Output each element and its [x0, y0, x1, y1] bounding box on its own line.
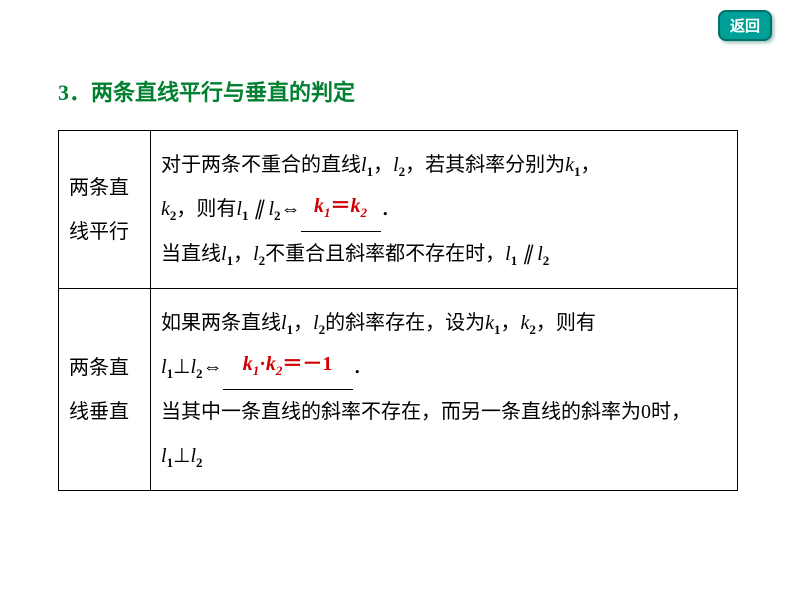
blank-perpendicular: k1·k2＝－1: [223, 345, 353, 390]
section-title-text: 两条直线平行与垂直的判定: [91, 80, 355, 105]
text-fragment: 当直线: [161, 243, 221, 265]
text-fragment: ，若其斜率分别为: [405, 154, 565, 176]
text-fragment: 不重合且斜率都不存在时，: [265, 243, 505, 265]
blank-parallel: k1＝k2: [301, 187, 381, 232]
row-header-perpendicular: 两条直线垂直: [59, 289, 151, 491]
perpendicular-content: 如果两条直线l1，l2的斜率存在，设为k1，k2，则有 l1⊥l2⇔k1·k2＝…: [151, 289, 738, 491]
answer-perpendicular: k1·k2＝－1: [243, 353, 333, 375]
section-number: 3．: [58, 80, 91, 105]
row-header-parallel: 两条直线平行: [59, 131, 151, 289]
text-fragment: ，则有: [176, 198, 236, 220]
parallel-content: 对于两条不重合的直线l1，l2，若其斜率分别为k1， k2，则有l1 ∥ l2⇔…: [151, 131, 738, 289]
text-fragment: 当其中一条直线的斜率不存在，而另一条直线的斜率为0时，: [161, 401, 691, 423]
answer-parallel: k1＝k2: [314, 195, 367, 217]
text-fragment: 如果两条直线: [161, 312, 281, 334]
back-button[interactable]: 返回: [718, 10, 772, 41]
table-row: 两条直线平行 对于两条不重合的直线l1，l2，若其斜率分别为k1， k2，则有l…: [59, 131, 738, 289]
section-title: 3．两条直线平行与垂直的判定: [58, 75, 355, 107]
text-fragment: 的斜率存在，设为: [325, 312, 485, 334]
table-row: 两条直线垂直 如果两条直线l1，l2的斜率存在，设为k1，k2，则有 l1⊥l2…: [59, 289, 738, 491]
text-fragment: ，则有: [536, 312, 596, 334]
text-fragment: 对于两条不重合的直线: [161, 154, 361, 176]
criteria-table: 两条直线平行 对于两条不重合的直线l1，l2，若其斜率分别为k1， k2，则有l…: [58, 130, 738, 491]
